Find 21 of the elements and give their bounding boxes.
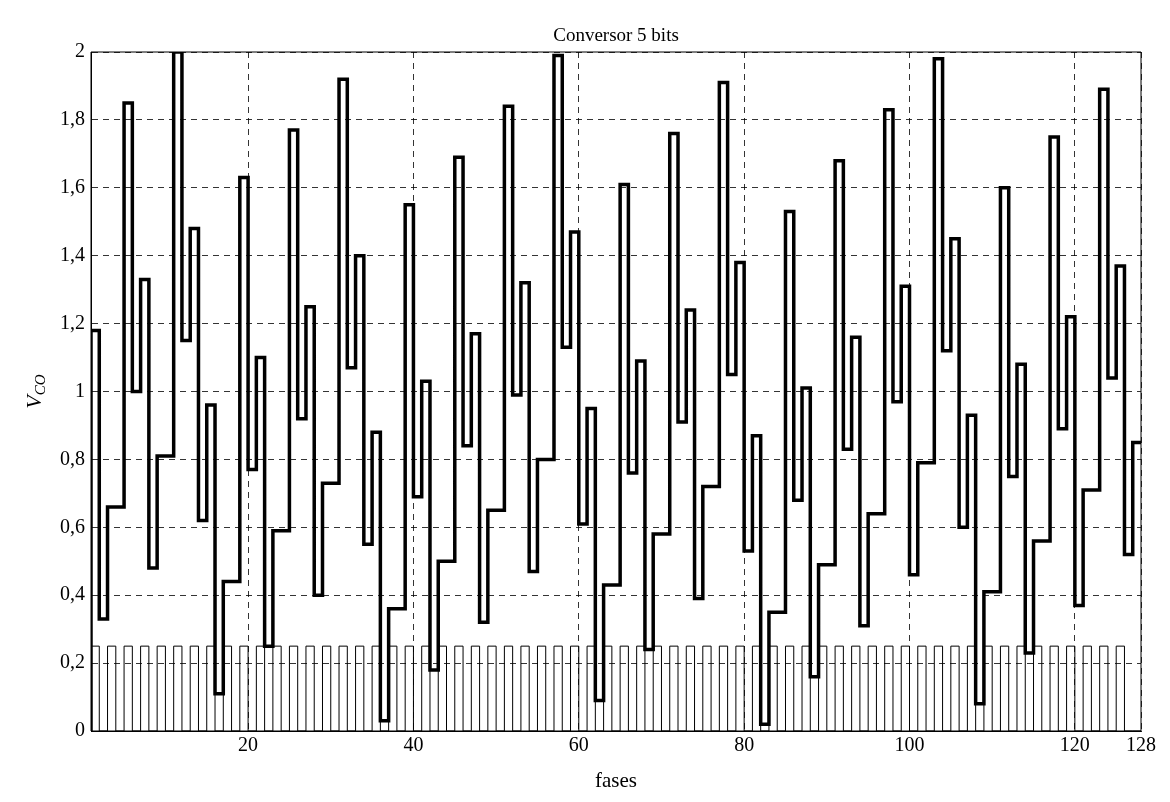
y-tick-label: 0,8 (60, 446, 85, 469)
y-tick-label: 0,2 (60, 650, 85, 673)
y-tick-label: 1,8 (60, 107, 85, 130)
x-tick-label: 20 (238, 733, 259, 756)
y-tick-label: 0 (75, 718, 85, 741)
x-axis-title: fases (595, 768, 637, 793)
y-tick-label: 0,4 (60, 582, 85, 605)
y-tick-label: 1,6 (60, 175, 85, 198)
y-tick-label: 1,4 (60, 242, 85, 265)
x-tick-label: 128 (1126, 733, 1156, 756)
x-tick-label: 100 (894, 733, 925, 756)
y-axis-title: VCO (21, 374, 48, 409)
x-tick-label: 120 (1059, 733, 1090, 756)
x-tick-label: 40 (403, 733, 424, 756)
chart-title: Conversor 5 bits (553, 24, 679, 46)
y-tick-label: 2 (75, 39, 85, 62)
x-tick-label: 60 (568, 733, 589, 756)
y-tick-label: 1,2 (60, 310, 85, 333)
x-tick-label: 80 (734, 733, 755, 756)
y-tick-label: 1 (75, 378, 85, 401)
y-tick-label: 0,6 (60, 514, 85, 537)
